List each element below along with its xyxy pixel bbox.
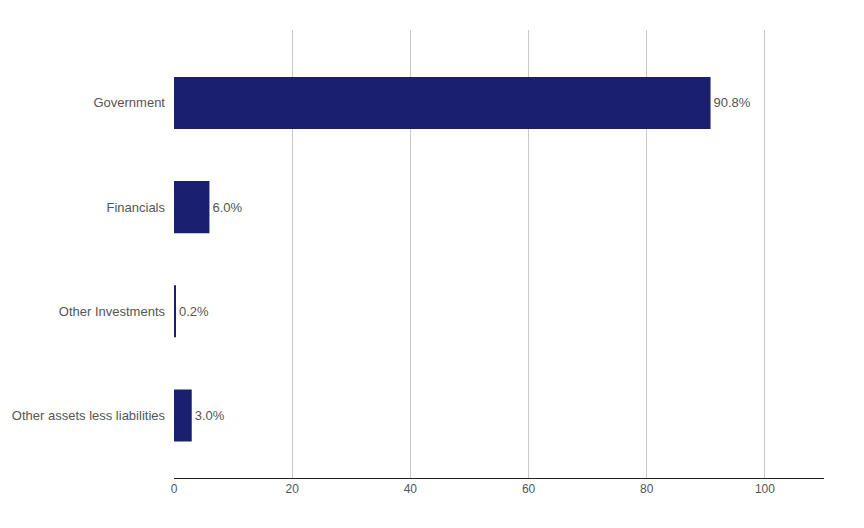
- svg-text:6.0%: 6.0%: [212, 200, 242, 215]
- svg-text:100: 100: [755, 482, 775, 496]
- svg-text:0.2%: 0.2%: [179, 304, 209, 319]
- svg-text:40: 40: [404, 482, 418, 496]
- svg-text:90.8%: 90.8%: [714, 95, 751, 110]
- svg-text:20: 20: [286, 482, 300, 496]
- svg-text:Government: Government: [93, 95, 165, 110]
- svg-text:3.0%: 3.0%: [195, 408, 225, 423]
- svg-text:Financials: Financials: [106, 200, 165, 215]
- svg-text:80: 80: [640, 482, 654, 496]
- svg-text:0: 0: [171, 482, 178, 496]
- svg-text:Other assets less liabilities: Other assets less liabilities: [12, 408, 166, 423]
- svg-text:60: 60: [522, 482, 536, 496]
- svg-text:Other Investments: Other Investments: [59, 304, 166, 319]
